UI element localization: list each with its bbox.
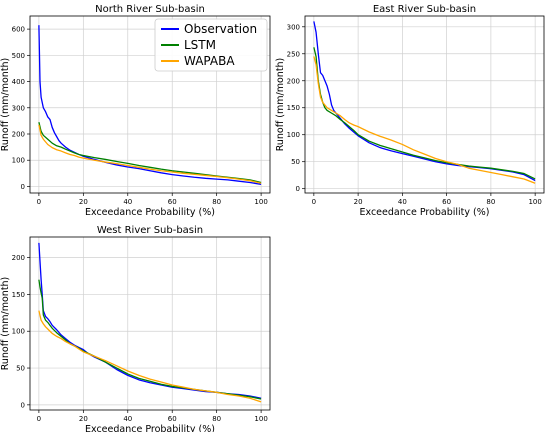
plot-frame bbox=[304, 15, 545, 194]
panel-north-river: 0 20 40 60 80 100 0 100 200 300 400 500 600 North Riv… bbox=[0, 4, 271, 218]
x-tick-label: 60 bbox=[168, 415, 177, 423]
series-line-observation bbox=[38, 25, 262, 185]
y-tick-label: 500 bbox=[12, 52, 25, 60]
x-tick-label: 80 bbox=[212, 415, 221, 423]
legend-label-observation: Observation bbox=[184, 22, 257, 36]
series-line-wapaba bbox=[313, 56, 536, 184]
x-tick-label: 80 bbox=[212, 198, 221, 206]
series-line-wapaba bbox=[38, 310, 262, 403]
x-tick-label: 40 bbox=[123, 415, 132, 423]
x-tick-label: 40 bbox=[123, 198, 132, 206]
series-line-observation bbox=[313, 21, 536, 182]
x-tick-label: 100 bbox=[254, 198, 267, 206]
chart-title: North River Sub-basin bbox=[95, 4, 205, 15]
y-tick-label: 150 bbox=[12, 291, 25, 299]
series-line-lstm bbox=[38, 279, 262, 400]
x-tick-label: 0 bbox=[37, 198, 41, 206]
x-tick-label: 20 bbox=[79, 198, 88, 206]
y-tick-label: 600 bbox=[12, 26, 25, 34]
y-tick-label: 250 bbox=[287, 50, 300, 58]
x-tick-label: 0 bbox=[312, 198, 316, 206]
x-tick-label: 100 bbox=[528, 198, 541, 206]
panel-east-river: 0 20 40 60 80 100 0 50 100 150 200 250 300 East River… bbox=[275, 4, 545, 218]
series-line-observation bbox=[38, 242, 262, 399]
x-axis-label: Exceedance Probability (%) bbox=[85, 424, 215, 432]
series-line-lstm bbox=[38, 122, 262, 184]
y-tick-label: 400 bbox=[12, 78, 25, 86]
x-tick-label: 80 bbox=[486, 198, 495, 206]
x-tick-label: 0 bbox=[37, 415, 41, 423]
panel-west-river: 0 20 40 60 80 100 0 50 100 150 200 West River Sub-b… bbox=[0, 225, 271, 432]
x-axis-label: Exceedance Probability (%) bbox=[85, 207, 215, 218]
plot-frame bbox=[29, 15, 271, 194]
chart-title: East River Sub-basin bbox=[373, 4, 476, 15]
x-tick-label: 40 bbox=[398, 198, 407, 206]
y-tick-label: 200 bbox=[12, 254, 25, 262]
y-tick-label: 0 bbox=[296, 185, 300, 193]
y-tick-label: 100 bbox=[287, 131, 300, 139]
y-tick-label: 100 bbox=[12, 157, 25, 165]
series-line-lstm bbox=[313, 47, 536, 180]
y-tick-label: 300 bbox=[287, 23, 300, 31]
x-tick-label: 20 bbox=[79, 415, 88, 423]
y-tick-label: 100 bbox=[12, 328, 25, 336]
y-tick-label: 0 bbox=[21, 183, 25, 191]
y-tick-label: 50 bbox=[16, 365, 25, 373]
y-axis-label: Runoff (mm/month) bbox=[0, 277, 11, 371]
y-axis-label: Runoff (mm/month) bbox=[0, 58, 11, 152]
legend: Observation LSTM WAPABA bbox=[154, 18, 268, 72]
chart-title: West River Sub-basin bbox=[97, 225, 203, 236]
series-line-wapaba bbox=[38, 124, 262, 184]
x-axis-label: Exceedance Probability (%) bbox=[359, 207, 489, 218]
legend-label-wapaba: WAPABA bbox=[184, 54, 235, 68]
y-tick-label: 200 bbox=[287, 77, 300, 85]
y-tick-label: 150 bbox=[287, 104, 300, 112]
legend-label-lstm: LSTM bbox=[184, 38, 216, 52]
x-tick-label: 60 bbox=[168, 198, 177, 206]
x-tick-label: 60 bbox=[442, 198, 451, 206]
y-axis-label: Runoff (mm/month) bbox=[275, 58, 286, 152]
y-tick-label: 50 bbox=[291, 158, 300, 166]
x-tick-label: 100 bbox=[254, 415, 267, 423]
plot-frame bbox=[29, 236, 271, 411]
y-tick-label: 300 bbox=[12, 104, 25, 112]
legend-box bbox=[154, 18, 268, 72]
y-tick-label: 0 bbox=[21, 401, 25, 409]
x-tick-label: 20 bbox=[354, 198, 363, 206]
y-tick-label: 200 bbox=[12, 131, 25, 139]
